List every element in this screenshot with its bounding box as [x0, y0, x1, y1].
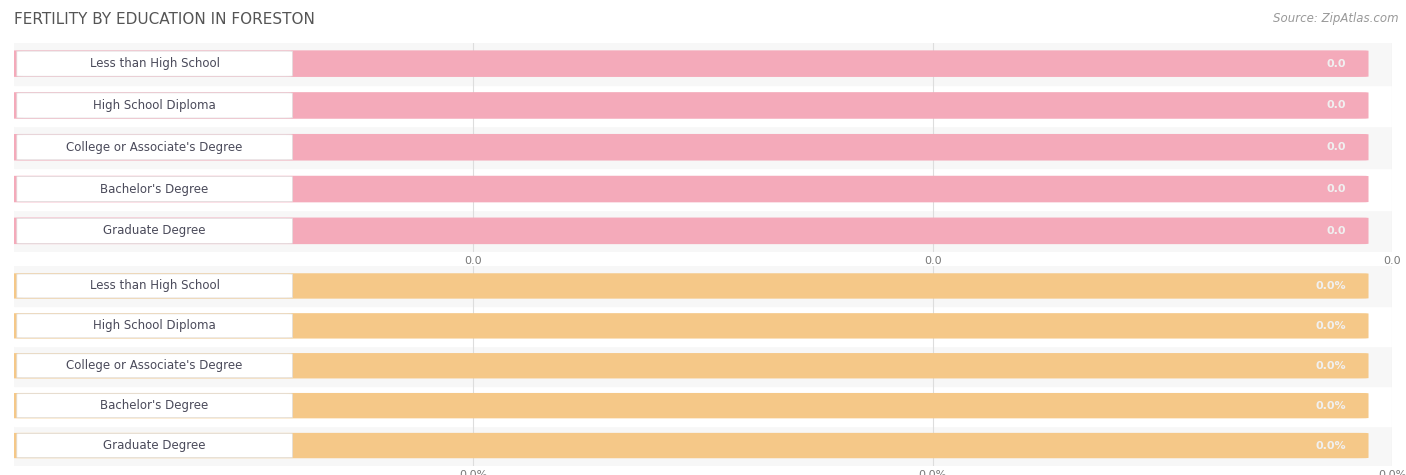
- Text: High School Diploma: High School Diploma: [93, 319, 217, 332]
- Text: Less than High School: Less than High School: [90, 279, 219, 293]
- FancyBboxPatch shape: [10, 353, 1368, 379]
- Text: 0.0: 0.0: [1327, 226, 1347, 236]
- Text: Less than High School: Less than High School: [90, 57, 219, 70]
- Text: High School Diploma: High School Diploma: [93, 99, 217, 112]
- Text: 0.0%: 0.0%: [1316, 361, 1347, 371]
- Bar: [14, 43, 1392, 85]
- Bar: [14, 306, 1392, 346]
- Bar: [14, 126, 1392, 168]
- Text: 0.0: 0.0: [1327, 100, 1347, 111]
- Text: 0.0%: 0.0%: [1316, 321, 1347, 331]
- Text: Source: ZipAtlas.com: Source: ZipAtlas.com: [1274, 12, 1399, 25]
- Text: Graduate Degree: Graduate Degree: [104, 224, 205, 238]
- Text: 0.0%: 0.0%: [1316, 400, 1347, 411]
- Text: College or Associate's Degree: College or Associate's Degree: [66, 359, 243, 372]
- Text: Bachelor's Degree: Bachelor's Degree: [100, 399, 208, 412]
- Text: FERTILITY BY EDUCATION IN FORESTON: FERTILITY BY EDUCATION IN FORESTON: [14, 12, 315, 27]
- FancyBboxPatch shape: [17, 135, 292, 160]
- FancyBboxPatch shape: [10, 50, 1368, 77]
- Text: 0.0: 0.0: [1327, 184, 1347, 194]
- FancyBboxPatch shape: [10, 218, 1368, 244]
- Text: 0.0%: 0.0%: [1316, 281, 1347, 291]
- FancyBboxPatch shape: [10, 433, 1368, 458]
- FancyBboxPatch shape: [17, 93, 292, 118]
- FancyBboxPatch shape: [10, 393, 1368, 418]
- Text: 0.0: 0.0: [1327, 58, 1347, 69]
- FancyBboxPatch shape: [17, 51, 292, 76]
- FancyBboxPatch shape: [10, 313, 1368, 339]
- FancyBboxPatch shape: [10, 176, 1368, 202]
- Bar: [14, 210, 1392, 252]
- FancyBboxPatch shape: [17, 434, 292, 457]
- Bar: [14, 168, 1392, 210]
- Text: Bachelor's Degree: Bachelor's Degree: [100, 182, 208, 196]
- Text: College or Associate's Degree: College or Associate's Degree: [66, 141, 243, 154]
- FancyBboxPatch shape: [17, 354, 292, 378]
- FancyBboxPatch shape: [17, 274, 292, 298]
- Bar: [14, 426, 1392, 466]
- FancyBboxPatch shape: [10, 134, 1368, 161]
- FancyBboxPatch shape: [17, 394, 292, 418]
- Bar: [14, 346, 1392, 386]
- FancyBboxPatch shape: [17, 218, 292, 243]
- FancyBboxPatch shape: [17, 314, 292, 338]
- FancyBboxPatch shape: [10, 92, 1368, 119]
- Text: 0.0: 0.0: [1327, 142, 1347, 152]
- FancyBboxPatch shape: [10, 273, 1368, 299]
- Bar: [14, 266, 1392, 306]
- Text: 0.0%: 0.0%: [1316, 440, 1347, 451]
- FancyBboxPatch shape: [17, 177, 292, 201]
- Text: Graduate Degree: Graduate Degree: [104, 439, 205, 452]
- Bar: [14, 386, 1392, 426]
- Bar: [14, 85, 1392, 126]
